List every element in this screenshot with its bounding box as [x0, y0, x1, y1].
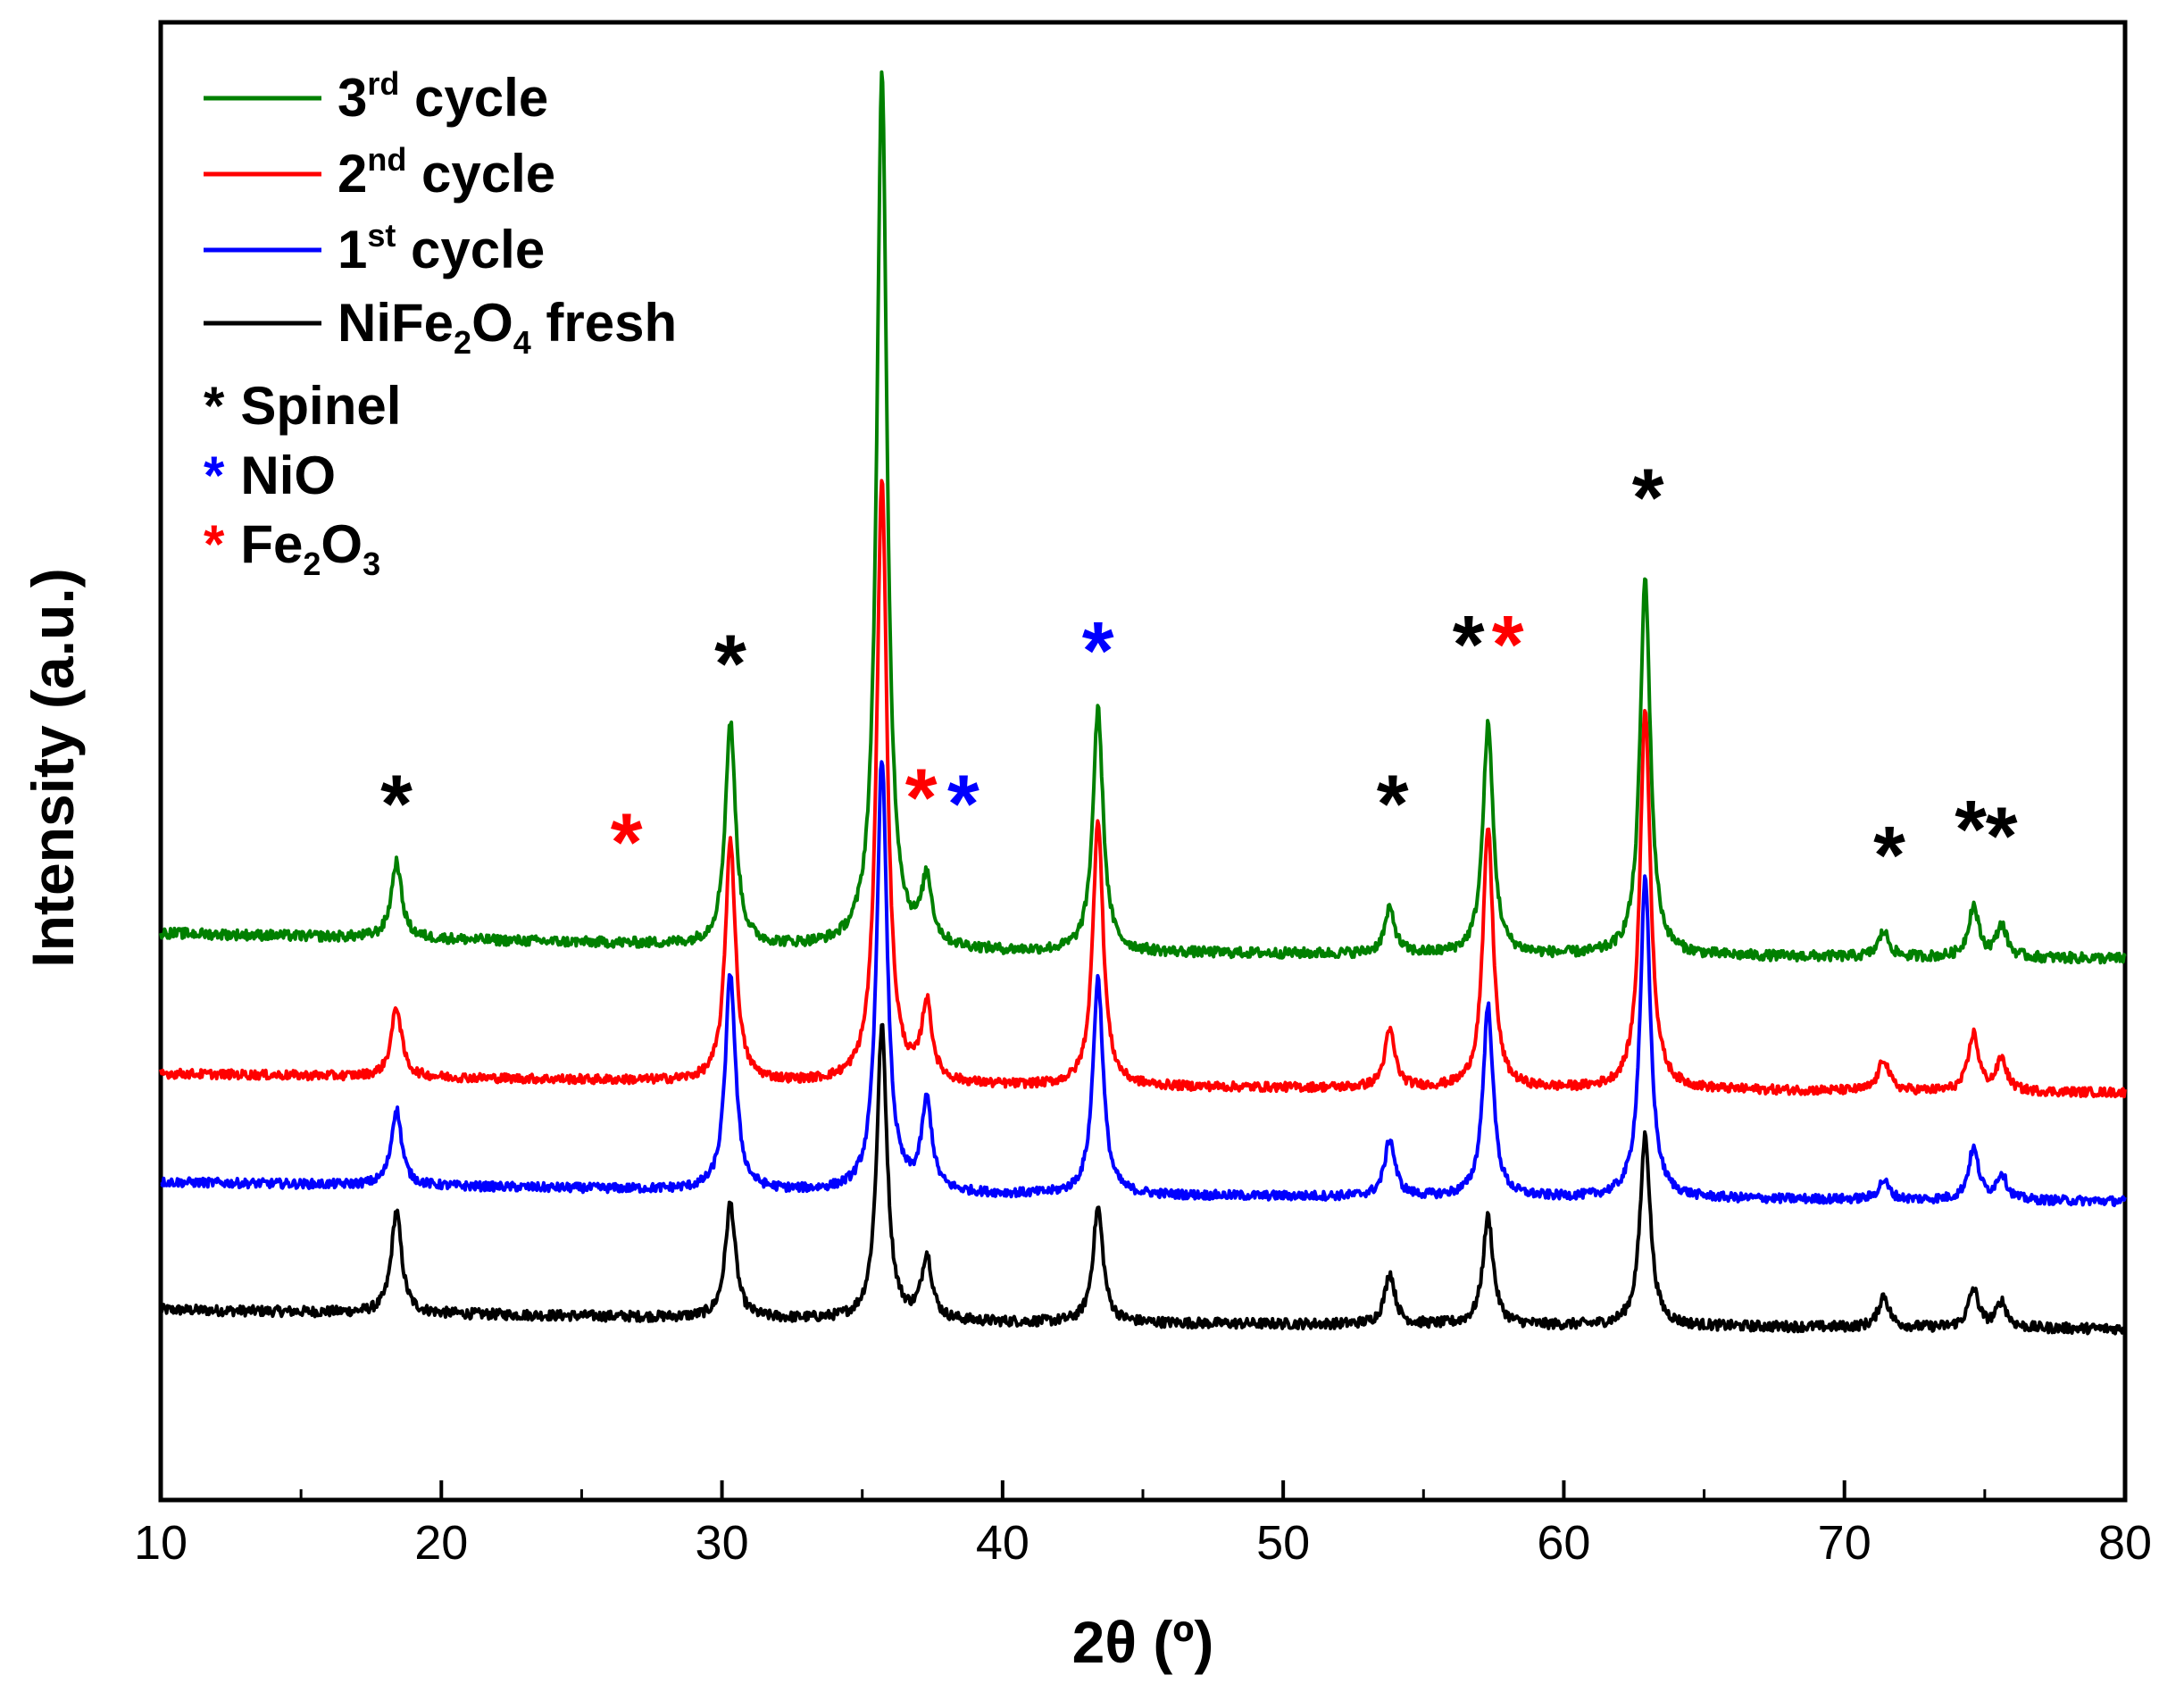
- phase-marker-spinel: *: [1377, 759, 1409, 850]
- series-layer: [159, 70, 2127, 1336]
- legend-phase-nio: * NiO: [204, 446, 336, 505]
- phase-marker-spinel: *: [380, 759, 413, 850]
- phase-marker-spinel: *: [854, 0, 887, 27]
- legend-label-2nd-cycle: 2nd cycle: [338, 141, 555, 204]
- legend-label-3rd-cycle: 3rd cycle: [338, 65, 548, 128]
- legend-phase-fe2o3: * Fe2O3: [204, 514, 380, 582]
- series-line-2nd-cycle: [159, 479, 2127, 1099]
- phase-marker-spinel: *: [1955, 785, 1987, 876]
- x-tick-label: 20: [414, 1516, 468, 1570]
- legend-phase-spinel: * Spinel: [204, 376, 401, 436]
- series-line-3rd-cycle: [159, 70, 2127, 965]
- legend-label-nife2o4-fresh: NiFe2O4 fresh: [338, 293, 677, 361]
- phase-marker-spinel: *: [1453, 599, 1485, 690]
- series-line-1st-cycle: [160, 760, 2127, 1207]
- legend: 3rd cycle 2nd cycle 1st cycle NiFe2O4 fr…: [204, 65, 677, 582]
- x-tick-label: 10: [134, 1516, 188, 1570]
- x-tick-label: 70: [1818, 1516, 1871, 1570]
- x-axis-ticks: 10 20 30 40 50 60 70 80: [134, 1480, 2152, 1570]
- phase-marker-spinel: *: [714, 619, 746, 710]
- phase-marker-layer: ***************: [380, 0, 2018, 901]
- phase-marker-fe2o3: *: [891, 0, 923, 27]
- y-axis-label: Intensity (a.u.): [20, 568, 86, 967]
- x-tick-label: 80: [2098, 1516, 2152, 1570]
- series-line-nife2o4-fresh: [159, 1022, 2127, 1336]
- phase-marker-fe2o3: *: [611, 797, 643, 888]
- x-tick-label: 40: [976, 1516, 1029, 1570]
- phase-marker-fe2o3: *: [1492, 599, 1524, 690]
- phase-marker-nio: *: [1082, 606, 1114, 697]
- x-tick-label: 50: [1256, 1516, 1310, 1570]
- phase-marker-spinel: *: [1986, 791, 2018, 882]
- x-axis-label: 2θ (º): [1072, 1609, 1214, 1675]
- phase-marker-nio: *: [947, 759, 979, 850]
- phase-marker-spinel: *: [1632, 453, 1664, 544]
- phase-marker-fe2o3: *: [905, 753, 938, 844]
- phase-marker-spinel: *: [1873, 810, 1905, 901]
- legend-label-1st-cycle: 1st cycle: [338, 217, 545, 279]
- x-tick-label: 60: [1537, 1516, 1590, 1570]
- x-tick-label: 30: [696, 1516, 749, 1570]
